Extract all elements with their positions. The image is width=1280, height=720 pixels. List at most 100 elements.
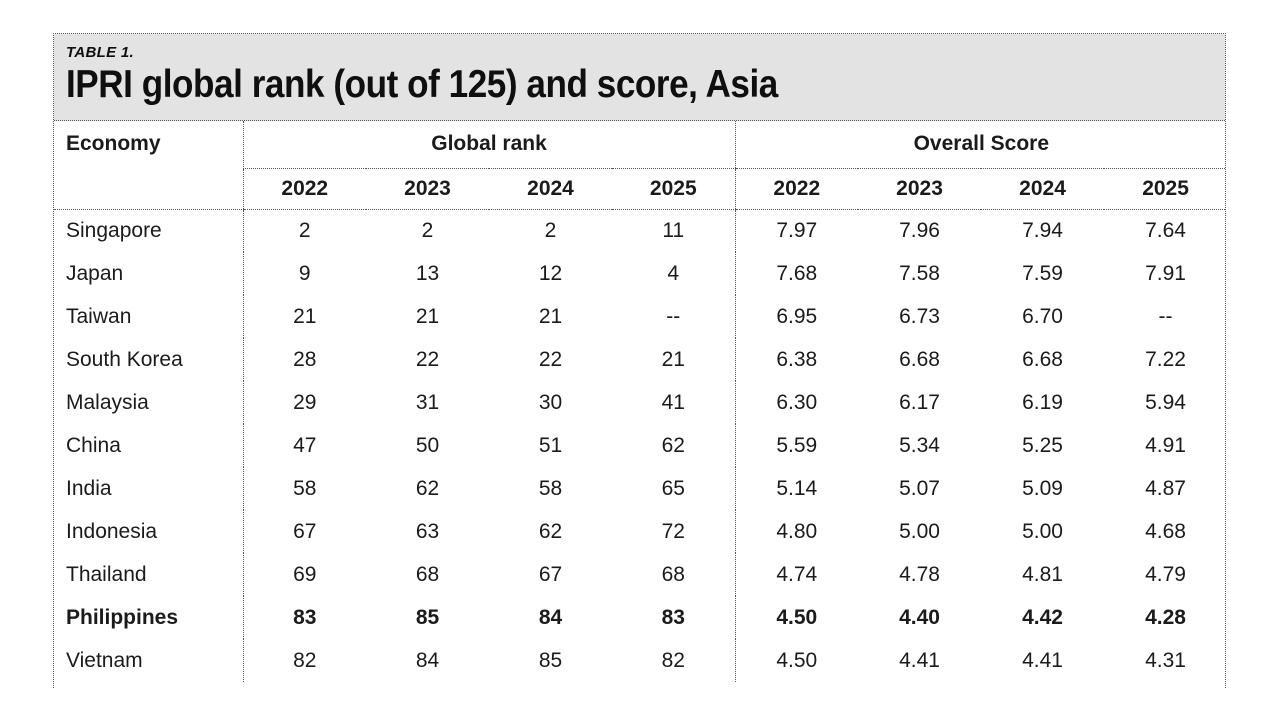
page-title: IPRI global rank (out of 125) and score,… (66, 63, 778, 106)
score-cell: 5.94 (1145, 390, 1186, 414)
rank-cell: 2 (242, 209, 366, 252)
score-cell: 6.68 (899, 347, 940, 371)
score-cell: 4.81 (1022, 562, 1063, 586)
score-cell: 4.42 (1022, 605, 1063, 629)
rank-cell: 9 (242, 252, 366, 295)
score-cell: 4.78 (899, 562, 940, 586)
table-row: Singapore 2 2 2 11 7.97 7.96 7.94 7.64 (54, 209, 1225, 252)
rank-cell: 84 (538, 605, 563, 629)
score-cell: 6.70 (1022, 304, 1063, 328)
score-cell: 5.00 (1022, 519, 1063, 543)
score-cell: -- (1158, 304, 1173, 328)
rank-cell: 51 (538, 433, 563, 457)
score-cell: 5.07 (899, 476, 940, 500)
rank-cell: 62 (415, 476, 440, 500)
column-group-overall-score: Overall Score (734, 121, 1225, 169)
rank-cell: 22 (415, 347, 440, 371)
rank-cell: 72 (661, 519, 685, 543)
economy-cell: Japan (66, 261, 124, 285)
year-header-rank-2022: 2022 (242, 168, 366, 210)
score-cell: 4.80 (734, 510, 859, 553)
rank-cell: 4 (667, 261, 680, 285)
table-panel: TABLE 1. IPRI global rank (out of 125) a… (53, 33, 1226, 688)
year-header-score-2025: 2025 (1104, 168, 1225, 210)
table-row: Thailand 69 68 67 68 4.74 4.78 4.81 4.79 (54, 553, 1225, 596)
rank-cell: 31 (415, 390, 440, 414)
rank-cell: 67 (538, 562, 563, 586)
rank-cell: 83 (242, 596, 366, 639)
economy-cell: Thailand (66, 562, 147, 586)
score-cell: 7.58 (899, 261, 940, 285)
economy-cell: Philippines (66, 605, 179, 629)
rank-cell: 11 (662, 218, 685, 242)
table-header: Economy Global rank Overall Score 2022 2… (54, 121, 1225, 210)
rank-cell: 21 (538, 304, 563, 328)
table-row: India 58 62 58 65 5.14 5.07 5.09 4.87 (54, 467, 1225, 510)
column-header-economy: Economy (54, 121, 243, 210)
rank-cell: 85 (538, 648, 563, 672)
year-header-score-2024: 2024 (981, 168, 1105, 210)
rank-cell: 21 (242, 295, 366, 338)
rank-cell: 22 (538, 347, 563, 371)
score-cell: 5.34 (899, 433, 940, 457)
economy-cell: India (66, 476, 112, 500)
rank-cell: 13 (415, 261, 440, 285)
rank-cell: 68 (661, 562, 685, 586)
rank-cell: 69 (242, 553, 366, 596)
score-cell: 4.91 (1145, 433, 1186, 457)
rank-cell: 2 (421, 218, 434, 242)
table-body: Singapore 2 2 2 11 7.97 7.96 7.94 7.64 J… (54, 209, 1225, 682)
group-header-row: Economy Global rank Overall Score (54, 121, 1225, 210)
rank-cell: 63 (415, 519, 440, 543)
table-row: Japan 9 13 12 4 7.68 7.58 7.59 7.91 (54, 252, 1225, 295)
ipri-table: Economy Global rank Overall Score 2022 2… (54, 121, 1225, 682)
table-row: South Korea 28 22 22 21 6.38 6.68 6.68 7… (54, 338, 1225, 381)
rank-cell: 21 (415, 304, 440, 328)
table-row: Malaysia 29 31 30 41 6.30 6.17 6.19 5.94 (54, 381, 1225, 424)
table-row: China 47 50 51 62 5.59 5.34 5.25 4.91 (54, 424, 1225, 467)
economy-cell: Malaysia (66, 390, 149, 414)
score-cell: 4.50 (734, 639, 859, 682)
score-cell: 5.14 (734, 467, 859, 510)
column-group-global-rank: Global rank (242, 121, 736, 169)
rank-cell: 58 (538, 476, 563, 500)
year-header-rank-2023: 2023 (366, 168, 489, 210)
score-cell: 4.28 (1145, 605, 1186, 629)
score-cell: 7.96 (899, 218, 940, 242)
rank-cell: 67 (242, 510, 366, 553)
score-cell: 6.19 (1022, 390, 1063, 414)
rank-cell: 58 (242, 467, 366, 510)
rank-cell: 68 (415, 562, 440, 586)
score-cell: 6.38 (734, 338, 859, 381)
score-cell: 7.94 (1022, 218, 1063, 242)
year-header-row: 2022 2023 2024 2025 2022 2023 2024 2025 (54, 168, 1225, 210)
score-cell: 5.00 (899, 519, 940, 543)
year-header-rank-2024: 2024 (489, 168, 612, 210)
rank-cell: -- (666, 304, 681, 328)
score-cell: 5.59 (734, 424, 859, 467)
table-row: Indonesia 67 63 62 72 4.80 5.00 5.00 4.6… (54, 510, 1225, 553)
score-cell: 4.87 (1145, 476, 1186, 500)
score-cell: 6.73 (899, 304, 940, 328)
rank-cell: 2 (544, 218, 557, 242)
title-band: TABLE 1. IPRI global rank (out of 125) a… (54, 34, 1225, 121)
rank-cell: 82 (242, 639, 366, 682)
rank-cell: 28 (242, 338, 366, 381)
table-row: Philippines 83 85 84 83 4.50 4.40 4.42 4… (54, 596, 1225, 639)
score-cell: 4.79 (1145, 562, 1186, 586)
score-cell: 6.95 (734, 295, 859, 338)
score-cell: 5.09 (1022, 476, 1063, 500)
score-cell: 7.22 (1145, 347, 1186, 371)
rank-cell: 65 (661, 476, 685, 500)
table-row: Vietnam 82 84 85 82 4.50 4.41 4.41 4.31 (54, 639, 1225, 682)
rank-cell: 47 (242, 424, 366, 467)
economy-cell: Taiwan (66, 304, 132, 328)
score-cell: 4.74 (734, 553, 859, 596)
rank-cell: 84 (415, 648, 440, 672)
score-cell: 6.30 (734, 381, 859, 424)
score-cell: 4.31 (1145, 648, 1186, 672)
score-cell: 6.68 (1022, 347, 1063, 371)
economy-cell: South Korea (66, 347, 183, 371)
rank-cell: 41 (661, 390, 685, 414)
score-cell: 5.25 (1022, 433, 1063, 457)
